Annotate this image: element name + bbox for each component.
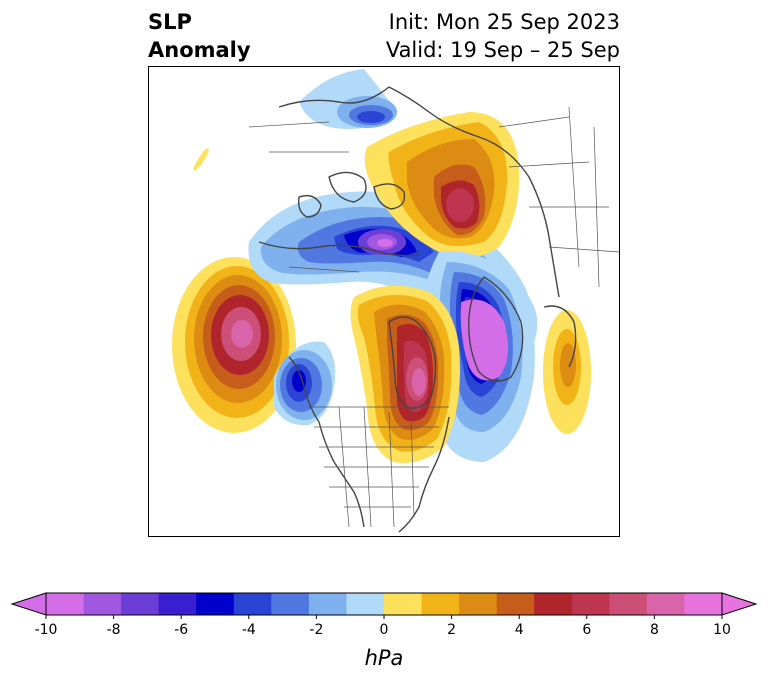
- colorbar: -10 -8 -6 -4 -2 0 2 4 6 8 10: [10, 592, 758, 638]
- colorbar-box: [421, 593, 460, 615]
- colorbar-box: [158, 593, 197, 615]
- colorbar-tick-label: -8: [107, 622, 121, 638]
- colorbar-box: [308, 593, 347, 615]
- colorbar-box: [271, 593, 310, 615]
- colorbar-box: [684, 593, 723, 615]
- map-dates: Init: Mon 25 Sep 2023 Valid: 19 Sep – 25…: [386, 8, 620, 64]
- hudson-bay-high-anomaly: [350, 285, 460, 463]
- colorbar-box: [459, 593, 498, 615]
- colorbar-box: [346, 593, 385, 615]
- colorbar-box: [609, 593, 648, 615]
- colorbar-boxes: [10, 592, 758, 616]
- map-title: SLP Anomaly: [148, 8, 251, 64]
- valid-range-label: Valid: 19 Sep – 25 Sep: [385, 38, 620, 62]
- coastlines: [258, 86, 577, 533]
- colorbar-box: [646, 593, 685, 615]
- colorbar-tick-label: 4: [515, 622, 524, 638]
- colorbar-extend-low: [10, 592, 47, 616]
- colorbar-box: [571, 593, 610, 615]
- colorbar-box: [384, 593, 423, 615]
- colorbar-tick-label: -6: [174, 622, 188, 638]
- east-atlantic-high: [543, 310, 591, 434]
- colorbar-unit-label: hPa: [364, 646, 404, 670]
- colorbar-extend-high: [721, 592, 758, 616]
- colorbar-tick-label: -2: [309, 622, 323, 638]
- init-date-label: Init: Mon 25 Sep 2023: [388, 10, 620, 34]
- colorbar-tick-label: 6: [582, 622, 591, 638]
- colorbar-ticks: -10 -8 -6 -4 -2 0 2 4 6 8 10: [35, 615, 731, 638]
- colorbar-box: [534, 593, 573, 615]
- map-panel: [148, 66, 620, 537]
- colorbar-box: [121, 593, 160, 615]
- colorbar-box: [83, 593, 122, 615]
- northern-low-blob: [299, 69, 397, 129]
- colorbar-tick-label: 2: [447, 622, 456, 638]
- map-title-line-1: SLP: [148, 10, 192, 34]
- colorbar-box: [496, 593, 535, 615]
- map-title-line-2: Anomaly: [148, 38, 251, 62]
- pacific-high-anomaly: [172, 257, 296, 433]
- colorbar-box: [46, 593, 85, 615]
- colorbar-tick-label: -10: [35, 622, 58, 638]
- colorbar-tick-label: -4: [242, 622, 256, 638]
- small-positive-blob: [193, 148, 209, 171]
- colorbar-tick-label: 0: [380, 622, 389, 638]
- eurasian-high-anomaly: [364, 112, 520, 259]
- colorbar-tick-label: 10: [713, 622, 731, 638]
- colorbar-tick-label: 8: [650, 622, 659, 638]
- political-borders: [248, 106, 619, 528]
- slp-anomaly-map: [172, 69, 619, 533]
- colorbar-box: [233, 593, 272, 615]
- colorbar-box: [196, 593, 235, 615]
